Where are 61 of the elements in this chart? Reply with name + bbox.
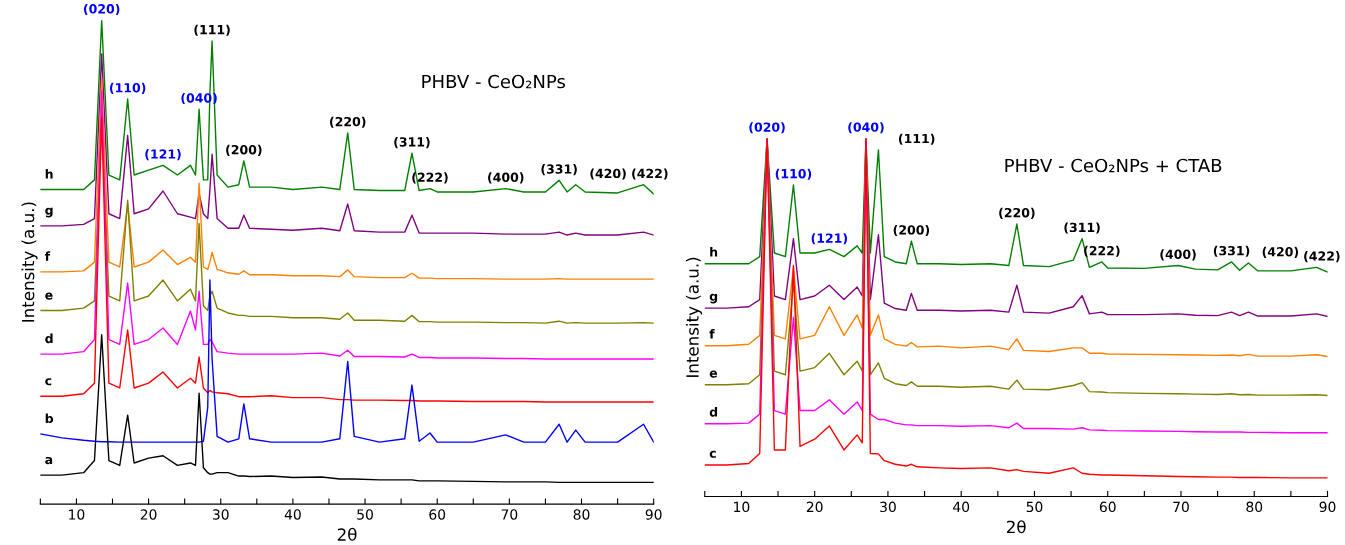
- annotation: (111): [898, 133, 935, 145]
- series-label: b: [45, 413, 54, 424]
- annotation: (200): [226, 144, 262, 156]
- annotation: (420): [1262, 246, 1299, 258]
- y-axis-title: Intensity (a.u.): [21, 202, 38, 322]
- series-label: f: [709, 328, 715, 339]
- x-tick-label: 10: [734, 501, 750, 513]
- annotation: (331): [1213, 245, 1250, 257]
- text: PHBV - CeO₂NPs: [422, 74, 566, 89]
- x-tick-label: 70: [1173, 501, 1189, 513]
- annotation: (110): [109, 82, 146, 94]
- annotation: (020): [84, 3, 120, 16]
- x-tick-label: 90: [645, 509, 662, 520]
- x-tick-label: 80: [1246, 501, 1263, 513]
- annotation: (110): [775, 168, 812, 180]
- x-tick-label: 20: [140, 509, 157, 520]
- x-tick-label: 70: [501, 509, 518, 520]
- annotation: (400): [1160, 249, 1196, 261]
- x-tick-label: 50: [357, 509, 373, 520]
- x-axis-title: 2θ: [1006, 520, 1026, 534]
- series-label: f: [44, 251, 51, 261]
- series-label: a: [45, 457, 53, 465]
- annotation: (111): [194, 24, 230, 36]
- series-label: e: [709, 370, 718, 378]
- x-tick-label: 40: [284, 509, 301, 520]
- x-tick-label: 50: [1026, 501, 1043, 513]
- annotation: (420): [590, 168, 626, 180]
- x-tick-label: 10: [69, 509, 85, 520]
- annotation: (311): [1064, 222, 1100, 234]
- annotation: (422): [632, 168, 668, 180]
- annotation: (220): [330, 116, 366, 128]
- x-axis-title: 2θ: [337, 527, 357, 541]
- series-label: e: [45, 292, 53, 300]
- x-tick-label: 40: [953, 501, 970, 513]
- text: PHBV - CeO₂NPs + CTAB: [1005, 158, 1222, 173]
- x-tick-label: 90: [1319, 501, 1336, 513]
- x-tick-label: 80: [573, 509, 590, 520]
- annotation: (220): [999, 207, 1035, 219]
- series-label: d: [709, 407, 718, 417]
- series-label: c: [45, 378, 52, 386]
- series-label: c: [709, 450, 716, 458]
- annotation: (121): [811, 233, 848, 245]
- series-label: h: [710, 246, 718, 257]
- x-tick-label: 30: [212, 509, 229, 520]
- x-tick-label: 20: [806, 501, 823, 513]
- series-label: d: [45, 333, 53, 344]
- y-axis-title: Intensity (a.u.): [685, 257, 702, 377]
- annotation: (020): [749, 122, 785, 134]
- annotation: (331): [541, 164, 577, 176]
- series-label: g: [709, 293, 718, 304]
- annotation: (121): [145, 149, 181, 161]
- x-tick-label: 60: [429, 509, 446, 520]
- annotation: (400): [488, 172, 524, 184]
- x-tick-label: 60: [1099, 501, 1116, 513]
- annotation: (200): [893, 224, 930, 237]
- annotation: (311): [394, 137, 430, 149]
- series-label: g: [45, 207, 53, 218]
- x-tick-label: 30: [880, 501, 896, 513]
- series-label: h: [45, 168, 53, 179]
- annotation: (040): [848, 122, 884, 134]
- annotation: (422): [1304, 251, 1340, 263]
